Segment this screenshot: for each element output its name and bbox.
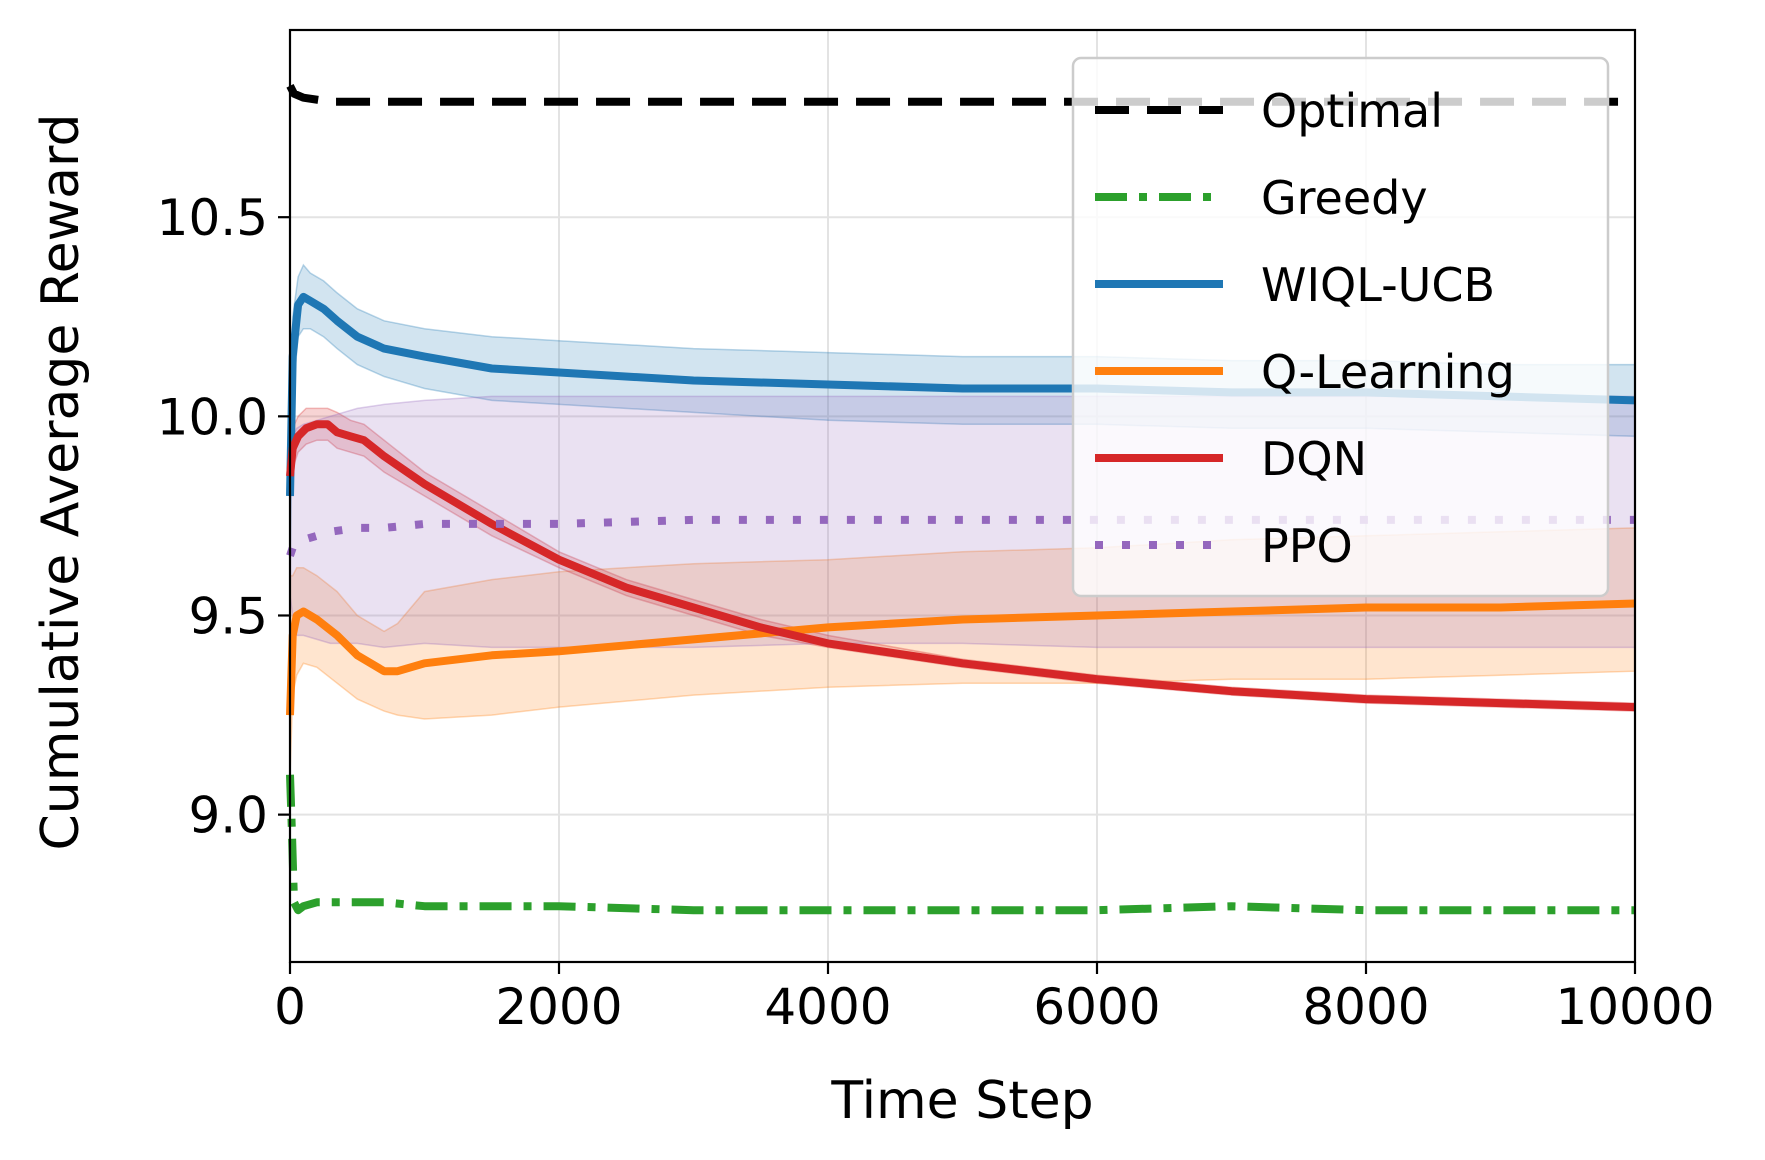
y-tick-label: 9.5 [188,587,268,645]
legend-label: Greedy [1261,171,1428,225]
plot-frame [288,28,1637,964]
y-tick-label: 9.0 [188,787,268,845]
x-axis-title: Time Step [830,1071,1093,1131]
x-tick-label: 6000 [1033,978,1160,1036]
x-tick-label: 8000 [1302,978,1429,1036]
legend-box [1071,56,1610,598]
series-line-greedy [286,774,1635,915]
series-line-q-learning [286,599,1636,716]
x-tick-label: 4000 [764,978,891,1036]
legend-label: PPO [1261,519,1353,573]
legend-label: Q-Learning [1261,345,1515,399]
legend-label: Optimal [1261,84,1443,138]
x-tick-label: 10000 [1555,978,1714,1036]
x-tick-label: 0 [274,978,306,1036]
axis-ticks: 0 2000 4000 6000 8000 10000 9.0 9.5 10.0 10.5 [157,189,1715,1036]
legend-label: DQN [1261,432,1367,486]
y-tick-label: 10.5 [157,189,268,247]
y-tick-label: 10.0 [157,388,268,446]
series-line-dqn [286,420,1636,712]
y-axis-title: Cumulative Average Reward [31,113,91,850]
legend-label: WIQL-UCB [1261,258,1495,312]
x-tick-label: 2000 [495,978,622,1036]
legend: Optimal Greedy WIQL-UCB Q-Learning DQN PPO [1071,56,1610,598]
